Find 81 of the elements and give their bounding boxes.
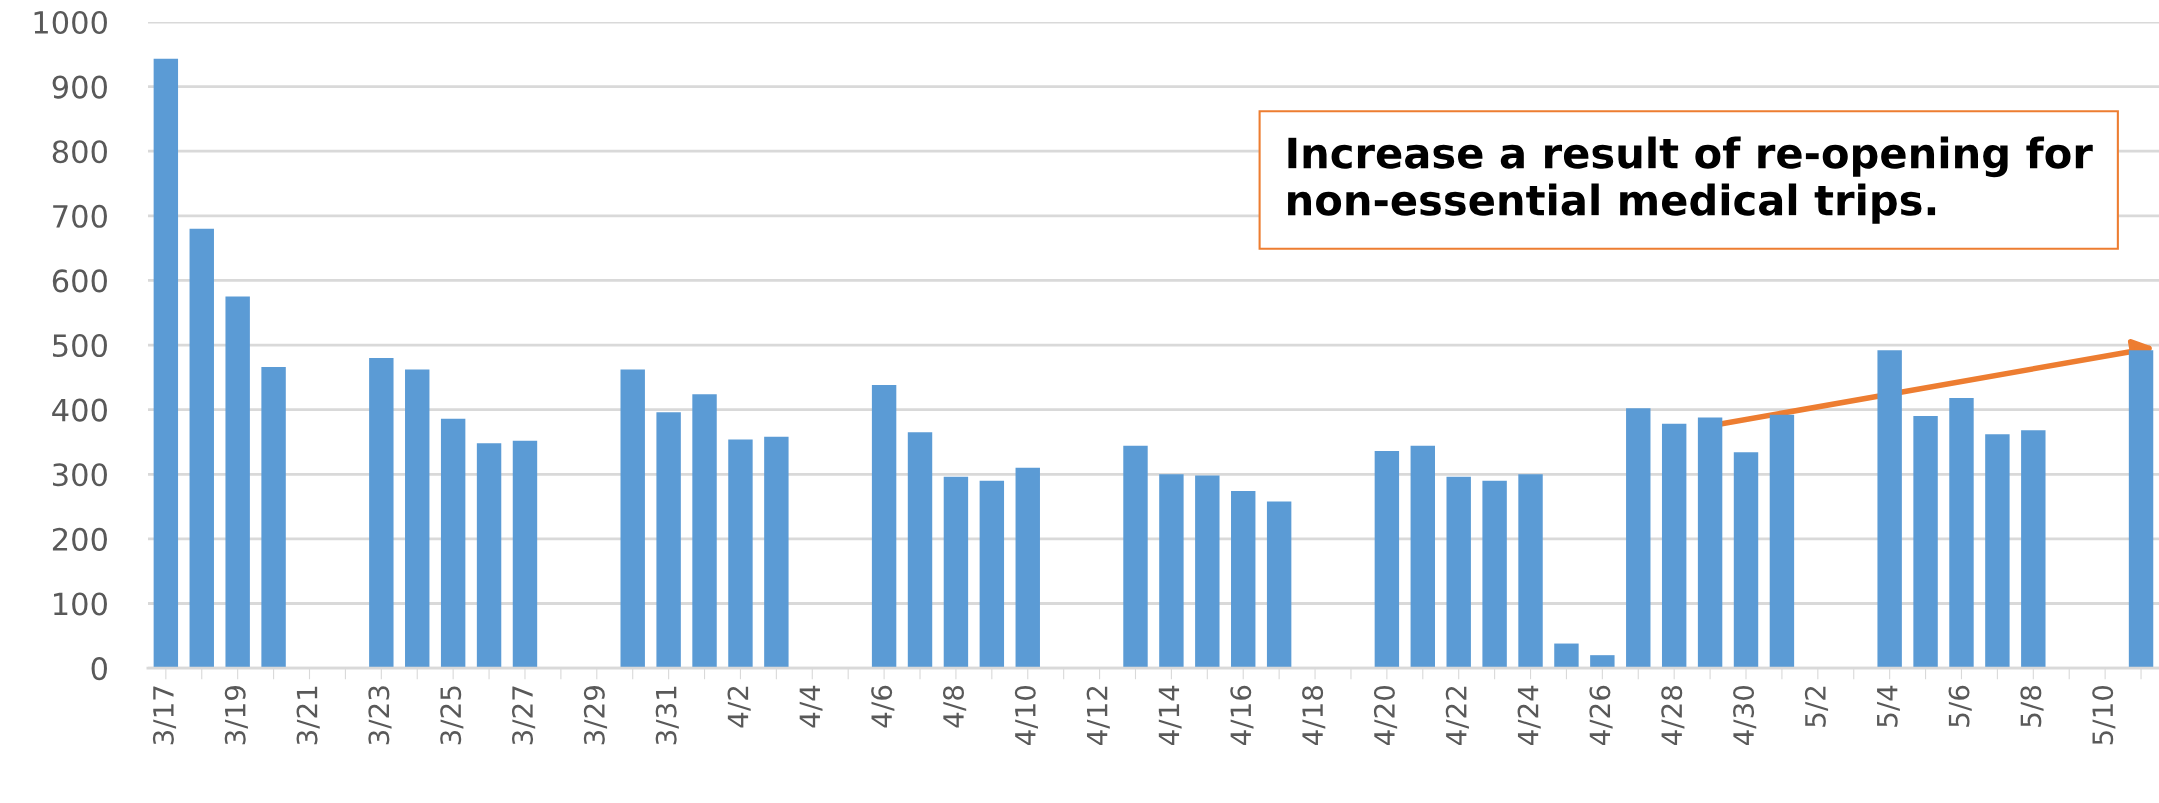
bar: [1554, 643, 1579, 669]
x-tick-label: 3/21: [296, 686, 320, 745]
x-tick-label: 3/19: [224, 686, 248, 745]
x-tick-label: 5/2: [1804, 686, 1829, 727]
bar: [979, 480, 1005, 669]
x-tick-label: 3/17: [152, 686, 177, 745]
bar: [1266, 501, 1292, 669]
bar: [1877, 350, 1902, 669]
bar: [1195, 475, 1220, 669]
x-tick-label: 3/31: [655, 686, 679, 745]
x-tick-label: 4/6: [871, 685, 895, 728]
y-tick-label: 600: [52, 269, 107, 293]
bar: [692, 394, 717, 669]
x-tick-label: 4/10: [1014, 685, 1038, 746]
bar: [1769, 414, 1795, 669]
bar: [1159, 474, 1184, 669]
y-tick-label: 500: [53, 333, 107, 358]
bar: [2021, 430, 2046, 669]
bar: [1626, 408, 1651, 669]
bar: [1015, 467, 1040, 669]
x-tick-label: 4/26: [1589, 685, 1613, 746]
x-tick-label: 4/22: [1445, 686, 1469, 746]
bar: [440, 418, 466, 669]
bar: [476, 443, 502, 669]
x-tick-label: 4/20: [1373, 685, 1398, 746]
bar: [871, 385, 897, 669]
bar: [1231, 491, 1256, 669]
bar: [369, 357, 394, 669]
y-tick-label: 800: [52, 140, 107, 164]
bar: [512, 440, 538, 669]
x-tick-label: 5/8: [2020, 685, 2044, 727]
bar: [1913, 416, 1938, 669]
y-tick-label: 100: [54, 592, 107, 616]
bar: [1123, 445, 1148, 669]
bar: [1949, 398, 1974, 669]
y-tick-label: 700: [53, 204, 107, 228]
x-tick-label: 4/12: [1086, 686, 1110, 746]
bar: [943, 476, 969, 669]
bar: [1590, 655, 1615, 669]
bar: [764, 436, 789, 669]
x-tick-label: 4/24: [1517, 685, 1541, 746]
bar: [907, 432, 933, 669]
y-tick-label: 1000: [34, 10, 107, 35]
bar: [1374, 451, 1400, 669]
bar: [1410, 445, 1435, 669]
bar: [153, 58, 179, 669]
bar: [1733, 452, 1759, 669]
y-tick-label: 200: [52, 527, 107, 551]
x-tick-label: 3/25: [440, 686, 464, 745]
bar: [261, 367, 286, 669]
x-tick-label: 4/18: [1302, 685, 1326, 746]
bar: [1985, 434, 2010, 669]
x-tick-label: 4/14: [1158, 685, 1182, 746]
y-tick-label: 300: [53, 463, 107, 487]
y-tick-label: 900: [52, 75, 107, 99]
x-tick-label: 3/29: [583, 686, 608, 745]
y-tick-label: 0: [91, 657, 107, 681]
bar: [1518, 474, 1543, 669]
x-tick-label: 3/23: [368, 686, 392, 745]
bar: [656, 412, 681, 669]
x-tick-label: 4/8: [942, 685, 967, 728]
annotation: Increase a result of re-opening for non-essential medical trips.: [1288, 136, 2093, 224]
bar: [620, 369, 645, 669]
x-tick-label: 4/28: [1661, 685, 1685, 746]
bar: [1661, 423, 1687, 669]
bar: [405, 369, 430, 669]
x-tick-label: 5/10: [2092, 685, 2116, 745]
bar: [225, 296, 250, 669]
bar: [728, 439, 753, 669]
bar: [1446, 476, 1471, 669]
x-tick-label: 4/16: [1230, 685, 1254, 746]
x-tick-label: 5/6: [1948, 685, 1972, 727]
x-tick-label: 3/27: [512, 686, 536, 745]
bar: [1697, 417, 1723, 669]
x-tick-label: 4/4: [799, 685, 823, 728]
bar: [1482, 480, 1507, 669]
bar: [189, 228, 214, 669]
x-tick-label: 4/30: [1733, 685, 1757, 746]
x-tick-label: 5/4: [1877, 685, 1900, 727]
x-tick-label: 4/2: [727, 686, 751, 728]
y-tick-label: 400: [52, 398, 107, 422]
